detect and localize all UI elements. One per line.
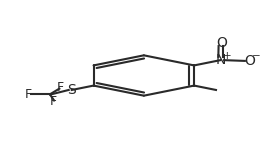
Text: −: − — [252, 51, 260, 61]
Text: F: F — [57, 81, 64, 94]
Text: S: S — [67, 83, 76, 97]
Text: F: F — [25, 88, 32, 101]
Text: +: + — [223, 51, 232, 61]
Text: F: F — [50, 95, 57, 108]
Text: N: N — [215, 53, 225, 67]
Text: O: O — [216, 36, 227, 50]
Text: O: O — [244, 54, 255, 68]
